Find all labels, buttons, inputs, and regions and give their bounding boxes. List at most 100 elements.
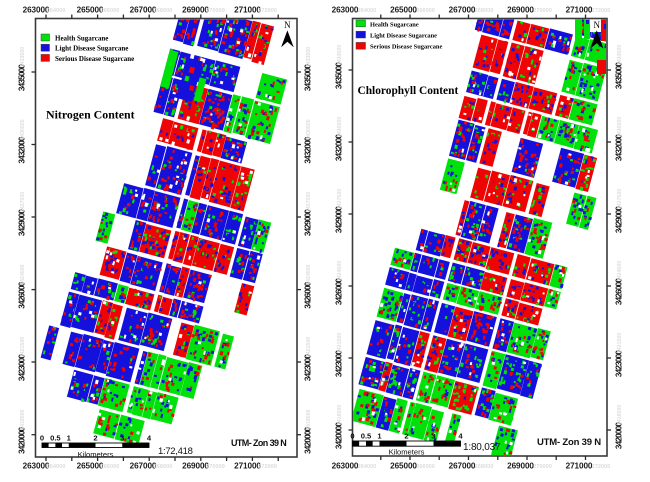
svg-text:3432000: 3432000 bbox=[615, 134, 624, 162]
svg-text:271000: 271000 bbox=[566, 6, 593, 15]
svg-text:4: 4 bbox=[147, 434, 152, 443]
svg-text:3435000: 3435000 bbox=[335, 62, 344, 90]
svg-text:269000: 269000 bbox=[182, 462, 209, 471]
svg-text:263000: 263000 bbox=[23, 462, 50, 471]
svg-text:1:80,037: 1:80,037 bbox=[463, 442, 501, 453]
svg-text:264000: 264000 bbox=[358, 8, 377, 14]
svg-text:3418500: 3418500 bbox=[337, 405, 343, 425]
svg-text:3433500: 3433500 bbox=[20, 47, 26, 67]
svg-text:265000: 265000 bbox=[77, 6, 104, 15]
svg-text:3423000: 3423000 bbox=[18, 354, 27, 382]
svg-text:271000: 271000 bbox=[234, 6, 261, 15]
svg-text:3421500: 3421500 bbox=[337, 333, 343, 353]
svg-text:3427500: 3427500 bbox=[306, 192, 312, 212]
svg-text:0: 0 bbox=[350, 432, 354, 441]
svg-text:263000: 263000 bbox=[332, 6, 359, 15]
svg-text:UTM- Zon 39 N: UTM- Zon 39 N bbox=[231, 438, 286, 448]
svg-text:0: 0 bbox=[40, 434, 44, 443]
svg-text:265000: 265000 bbox=[390, 462, 417, 471]
svg-text:3435000: 3435000 bbox=[304, 64, 313, 92]
svg-text:3423000: 3423000 bbox=[615, 350, 624, 378]
svg-text:Kilometers: Kilometers bbox=[389, 448, 425, 457]
svg-text:1:72,418: 1:72,418 bbox=[158, 446, 193, 457]
svg-text:3427500: 3427500 bbox=[617, 189, 623, 209]
svg-text:3426000: 3426000 bbox=[615, 278, 624, 306]
svg-text:3433500: 3433500 bbox=[306, 47, 312, 67]
svg-text:266000: 266000 bbox=[101, 8, 120, 14]
svg-text:3421500: 3421500 bbox=[617, 333, 623, 353]
svg-text:UTM- Zon 39 N: UTM- Zon 39 N bbox=[537, 437, 601, 448]
svg-text:3430500: 3430500 bbox=[617, 117, 623, 137]
svg-text:272000: 272000 bbox=[592, 8, 611, 14]
svg-text:267000: 267000 bbox=[130, 6, 157, 15]
svg-text:3427500: 3427500 bbox=[337, 189, 343, 209]
svg-text:264000: 264000 bbox=[358, 464, 377, 470]
svg-text:268000: 268000 bbox=[154, 464, 173, 470]
svg-text:272000: 272000 bbox=[258, 8, 277, 14]
svg-text:Light Disease Sugarcane: Light Disease Sugarcane bbox=[370, 33, 437, 40]
svg-text:271000: 271000 bbox=[566, 462, 593, 471]
svg-text:Kilometers: Kilometers bbox=[78, 450, 114, 459]
svg-text:1: 1 bbox=[67, 434, 72, 443]
svg-text:3424500: 3424500 bbox=[306, 264, 312, 284]
svg-text:3426000: 3426000 bbox=[18, 281, 27, 309]
svg-text:269000: 269000 bbox=[507, 6, 534, 15]
svg-text:264000: 264000 bbox=[47, 464, 66, 470]
svg-text:3418500: 3418500 bbox=[617, 405, 623, 425]
svg-text:3432000: 3432000 bbox=[18, 136, 27, 164]
svg-text:Serious Disease Sugarcane: Serious Disease Sugarcane bbox=[370, 44, 442, 51]
svg-text:3433500: 3433500 bbox=[337, 45, 343, 65]
svg-text:3426000: 3426000 bbox=[304, 281, 313, 309]
svg-text:Nitrogen Content: Nitrogen Content bbox=[46, 108, 135, 122]
svg-text:270000: 270000 bbox=[206, 464, 225, 470]
svg-text:3429000: 3429000 bbox=[335, 206, 344, 234]
svg-text:Serious Disease Sugarcane: Serious Disease Sugarcane bbox=[55, 55, 134, 63]
svg-text:3423000: 3423000 bbox=[304, 354, 313, 382]
svg-text:270000: 270000 bbox=[533, 8, 552, 14]
svg-text:3430500: 3430500 bbox=[20, 119, 26, 139]
svg-text:3418500: 3418500 bbox=[20, 409, 26, 429]
svg-text:266000: 266000 bbox=[101, 464, 120, 470]
svg-text:271000: 271000 bbox=[234, 462, 261, 471]
svg-text:3418500: 3418500 bbox=[306, 409, 312, 429]
svg-text:270000: 270000 bbox=[533, 464, 552, 470]
svg-text:268000: 268000 bbox=[154, 8, 173, 14]
svg-text:3: 3 bbox=[120, 434, 124, 443]
svg-text:3420000: 3420000 bbox=[304, 426, 313, 454]
svg-text:3430500: 3430500 bbox=[306, 119, 312, 139]
svg-text:0.5: 0.5 bbox=[50, 434, 61, 443]
svg-text:4: 4 bbox=[458, 432, 463, 441]
svg-text:3433500: 3433500 bbox=[617, 45, 623, 65]
svg-text:1: 1 bbox=[377, 432, 382, 441]
svg-text:3432000: 3432000 bbox=[335, 134, 344, 162]
svg-text:N: N bbox=[284, 20, 291, 30]
svg-text:3420000: 3420000 bbox=[335, 422, 344, 450]
svg-text:269000: 269000 bbox=[182, 6, 209, 15]
svg-text:3435000: 3435000 bbox=[18, 64, 27, 92]
svg-text:263000: 263000 bbox=[332, 462, 359, 471]
svg-text:3421500: 3421500 bbox=[20, 337, 26, 357]
svg-text:3420000: 3420000 bbox=[18, 426, 27, 454]
svg-text:N: N bbox=[594, 20, 601, 30]
svg-text:268000: 268000 bbox=[475, 8, 494, 14]
svg-text:2: 2 bbox=[93, 434, 97, 443]
svg-text:265000: 265000 bbox=[390, 6, 417, 15]
svg-text:263000: 263000 bbox=[23, 6, 50, 15]
svg-text:272000: 272000 bbox=[258, 464, 277, 470]
svg-text:268000: 268000 bbox=[475, 464, 494, 470]
svg-text:264000: 264000 bbox=[47, 8, 66, 14]
svg-text:3432000: 3432000 bbox=[304, 136, 313, 164]
svg-text:Health Sugarcane: Health Sugarcane bbox=[55, 35, 108, 43]
svg-text:2: 2 bbox=[404, 432, 408, 441]
svg-text:3424500: 3424500 bbox=[337, 261, 343, 281]
svg-text:3427500: 3427500 bbox=[20, 192, 26, 212]
svg-text:3435000: 3435000 bbox=[615, 62, 624, 90]
svg-text:Light Disease Sugarcane: Light Disease Sugarcane bbox=[55, 45, 128, 53]
svg-text:270000: 270000 bbox=[206, 8, 225, 14]
svg-text:267000: 267000 bbox=[130, 462, 157, 471]
svg-text:269000: 269000 bbox=[507, 462, 534, 471]
svg-text:272000: 272000 bbox=[592, 464, 611, 470]
svg-text:3421500: 3421500 bbox=[306, 337, 312, 357]
svg-text:3424500: 3424500 bbox=[20, 264, 26, 284]
svg-text:3: 3 bbox=[431, 432, 435, 441]
